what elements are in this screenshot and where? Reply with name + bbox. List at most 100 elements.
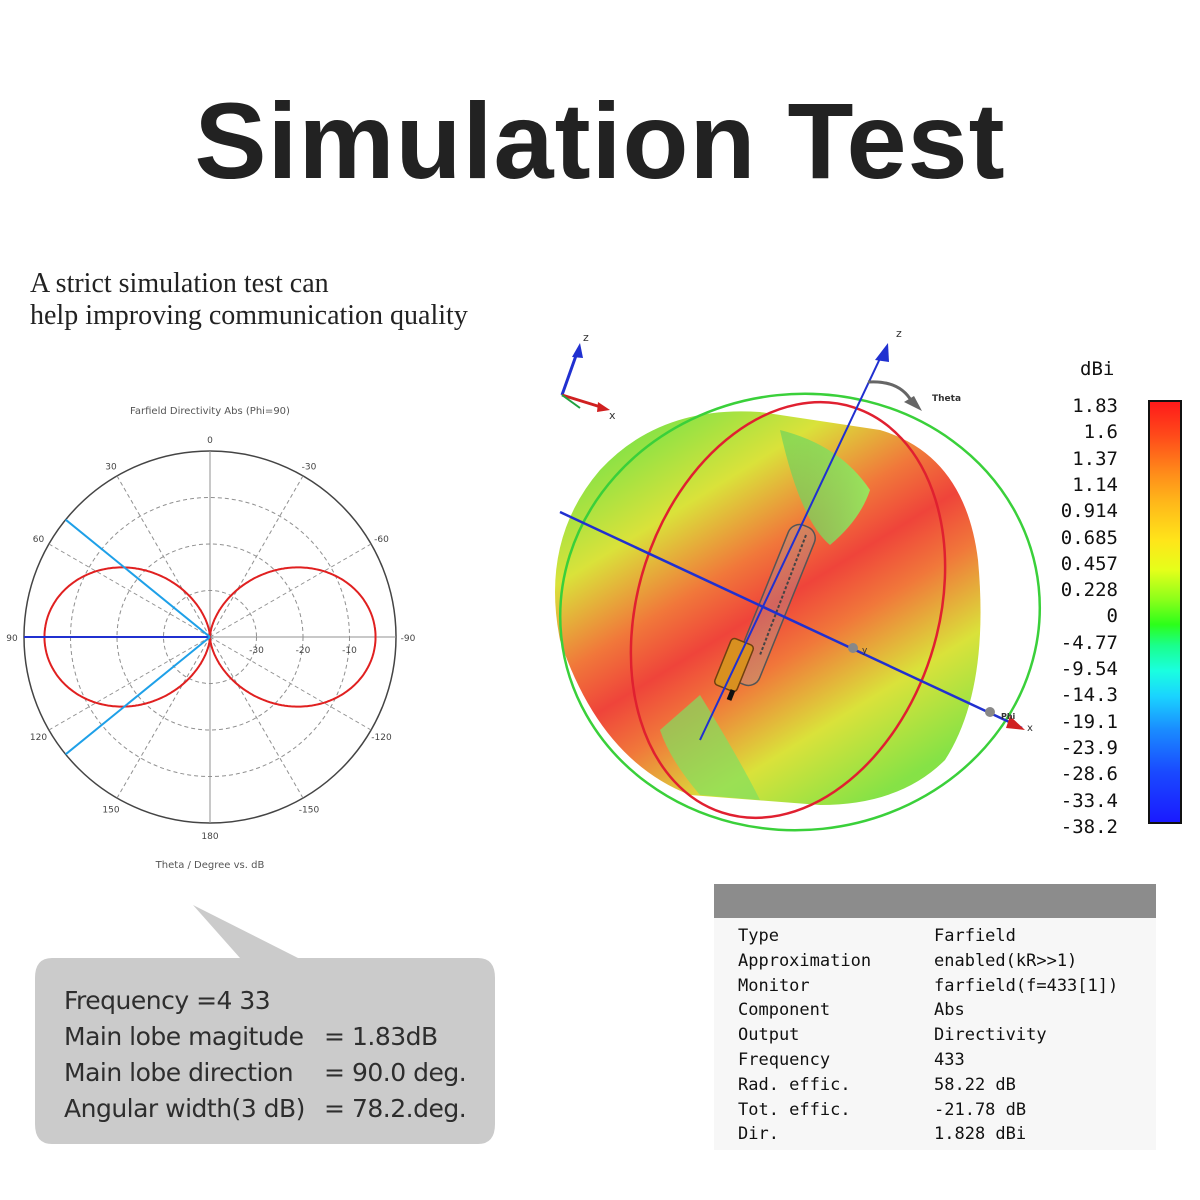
polar-radial-labels: -30 -20 -10 <box>249 646 357 656</box>
table-row-label: Component <box>738 1000 831 1021</box>
phi-marker <box>985 707 995 717</box>
phi-label: Phi <box>1001 712 1016 721</box>
small-x-label: x <box>609 409 616 422</box>
table-row-label: Approximation <box>738 950 872 971</box>
table-row-label: Monitor <box>738 975 810 996</box>
polar-grid-spoke <box>48 636 211 731</box>
colorbar-label: 1.83 <box>1072 395 1118 417</box>
polar-angle-label: -60 <box>374 535 389 545</box>
table-row: Component Abs <box>738 1000 965 1021</box>
colorbar-label: -14.3 <box>1060 684 1118 707</box>
table-row-label: Rad. effic. <box>738 1074 851 1095</box>
polar-grid-spoke <box>48 543 211 638</box>
tagline-line-1: A strict simulation test can <box>30 268 329 299</box>
polar-angle-label: 90 <box>6 634 18 644</box>
radiation-pattern-3d: z x z Theta y Phi x <box>555 327 1042 832</box>
theta-rotation-arrow <box>867 380 914 403</box>
bubble-eq <box>324 983 352 1019</box>
x-axis-arrow <box>1006 716 1025 730</box>
bubble-value: 1.83dB <box>352 1022 438 1051</box>
polar-angle-labels: 0 30 -30 60 -60 90 -90 120 -120 150 -150 180 <box>6 436 415 842</box>
speech-bubble <box>35 905 495 1144</box>
colorbar-label: 1.6 <box>1083 421 1118 444</box>
colorbar-label: -38.2 <box>1060 815 1118 838</box>
table-row: Output Directivity <box>738 1025 1047 1046</box>
small-axis-triad <box>560 343 610 412</box>
bubble-key: Main lobe direction <box>64 1058 294 1087</box>
polar-radial-label: -20 <box>296 646 311 656</box>
polar-grid-spoke <box>116 475 211 638</box>
table-row: Frequency 433 <box>738 1050 965 1070</box>
table-row: Dir. 1.828 dBi <box>738 1124 1026 1145</box>
table-row-value: Directivity <box>934 1025 1047 1046</box>
bubble-row-magnitude: Main lobe magitude = 1.83dB <box>64 1019 466 1055</box>
colorbar-label: 0.914 <box>1060 500 1118 523</box>
bubble-row-angular-width: Angular width(3 dB) = 78.2.deg. <box>64 1091 467 1127</box>
x-axis-line <box>559 510 1023 730</box>
colorbar-label: 1.37 <box>1072 447 1118 470</box>
polar-grid-spoke <box>209 636 304 799</box>
bubble-key: Main lobe magitude <box>64 1022 304 1051</box>
table-row: Approximation enabled(kR>>1) <box>738 950 1077 971</box>
table-row-value: Farfield <box>934 926 1016 946</box>
colorbar-scale <box>1148 400 1182 824</box>
results-table <box>714 918 1156 1150</box>
polar-grid-spoke <box>209 636 372 731</box>
theta-cut-ellipse <box>629 400 947 820</box>
bubble-eq: = <box>324 1058 345 1087</box>
table-row-label: Output <box>738 1025 800 1046</box>
tagline-line-2: help improving communication quality <box>30 300 468 331</box>
bubble-content: Frequency =4 33 Main lobe magitude = 1.8… <box>64 983 467 1127</box>
table-row: Monitor farfield(f=433[1]) <box>738 975 1118 996</box>
y-axis-label: y <box>862 646 868 656</box>
polar-plot: Farfield Directivity Abs (Phi=90) 0 30 -30… <box>6 406 415 871</box>
colorbar-label: 0.457 <box>1060 552 1118 575</box>
table-row-label: Tot. effic. <box>738 1099 851 1120</box>
polar-angle-label: -90 <box>401 634 416 644</box>
polar-radial-label: -30 <box>249 646 264 656</box>
table-row-label: Type <box>738 926 779 946</box>
bubble-value: 78.2.deg. <box>352 1094 467 1123</box>
colorbar-label: -23.9 <box>1060 736 1118 759</box>
table-row-value: enabled(kR>>1) <box>934 950 1078 971</box>
table-row: Rad. effic. 58.22 dB <box>738 1074 1016 1095</box>
table-row-label: Frequency <box>738 1050 831 1070</box>
polar-angle-label: -120 <box>371 733 392 743</box>
polar-angle-label: 30 <box>105 463 117 473</box>
colorbar-label: 0.228 <box>1060 579 1118 602</box>
bubble-row-frequency: Frequency =4 33 <box>64 983 466 1019</box>
polar-angle-label: -30 <box>302 463 317 473</box>
bubble-value: 90.0 deg. <box>352 1058 467 1087</box>
polar-title: Farfield Directivity Abs (Phi=90) <box>130 406 290 417</box>
z-axis-arrow <box>875 343 889 362</box>
table-row-value: Abs <box>934 1000 965 1021</box>
x-axis-label: x <box>1027 723 1033 734</box>
z-axis-line <box>699 349 885 741</box>
beamwidth-line-lower <box>65 636 211 756</box>
colorbar-label: -19.1 <box>1060 710 1118 733</box>
bubble-key: Frequency =4 33 <box>64 986 271 1015</box>
polar-grid-spoke <box>116 636 211 799</box>
antenna-model <box>713 523 816 701</box>
polar-caption: Theta / Degree vs. dB <box>155 860 265 871</box>
colorbar-label: -9.54 <box>1060 658 1118 680</box>
colorbar-label: 1.14 <box>1072 473 1118 496</box>
table-row-value: 1.828 dBi <box>934 1124 1027 1145</box>
z-axis-label: z <box>896 327 902 340</box>
bubble-row-direction: Main lobe direction = 90.0 deg. <box>64 1055 467 1091</box>
bubble-eq: = <box>324 1022 345 1051</box>
beamwidth-line-upper <box>65 518 211 638</box>
y-axis-marker <box>848 643 858 653</box>
table-row-value: 433 <box>934 1050 965 1070</box>
theta-label: Theta <box>932 394 961 404</box>
speech-bubble-shape <box>35 905 495 1144</box>
table-row-value: -21.78 dB <box>934 1099 1027 1120</box>
table-row: Tot. effic. -21.78 dB <box>738 1099 1026 1120</box>
colorbar-label: 0.685 <box>1060 526 1118 549</box>
table-row-label: Dir. <box>738 1124 779 1145</box>
polar-angle-label: 180 <box>201 832 218 842</box>
table-row-value: farfield(f=433[1]) <box>934 975 1119 996</box>
polar-angle-label: 0 <box>207 436 213 446</box>
colorbar-label: -28.6 <box>1060 763 1118 786</box>
colorbar-label: -33.4 <box>1060 789 1118 812</box>
